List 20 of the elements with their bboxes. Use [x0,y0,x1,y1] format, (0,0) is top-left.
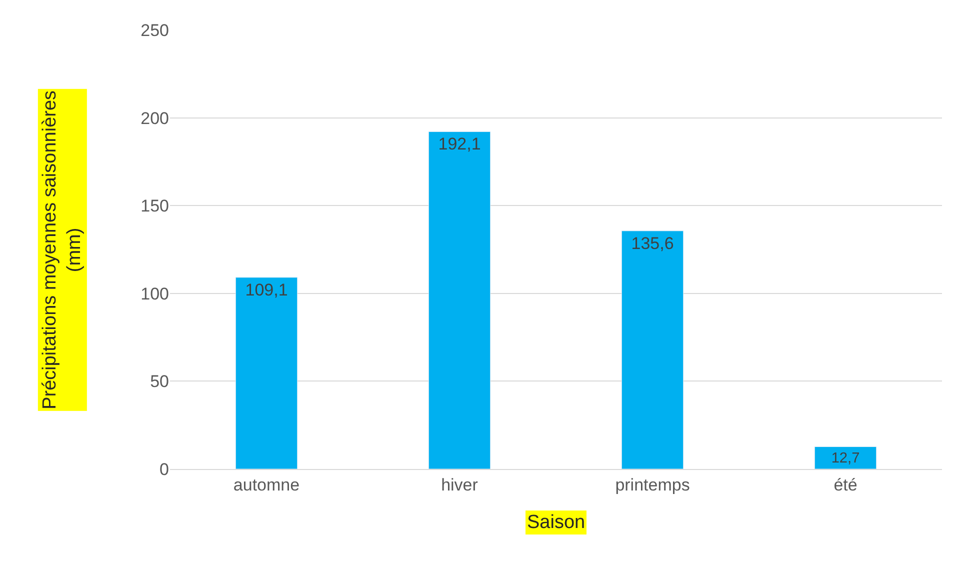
bar [814,446,877,469]
data-label: 12,7 [831,450,860,467]
x-tick-label: automne [233,475,300,494]
y-tick-label: 150 [140,196,169,216]
x-tick-label: hiver [441,475,478,494]
data-label: 135,6 [631,234,674,253]
y-tick-label: 200 [140,108,169,128]
data-label: 192,1 [438,134,481,154]
bar [235,277,298,469]
y-tick-label: 100 [140,284,169,304]
x-axis-title: Saison [527,512,586,533]
y-axis-title: Précipitations moyennes saisonnières (mm) [39,90,86,410]
y-tick-label: 250 [140,20,169,40]
x-tick-label: été [834,475,858,494]
y-tick-label: 50 [150,372,169,392]
y-tick-label: 0 [160,460,169,479]
data-label: 109,1 [245,280,288,300]
bar [428,131,491,469]
bar [621,230,684,469]
x-tick-label: printemps [615,475,690,494]
